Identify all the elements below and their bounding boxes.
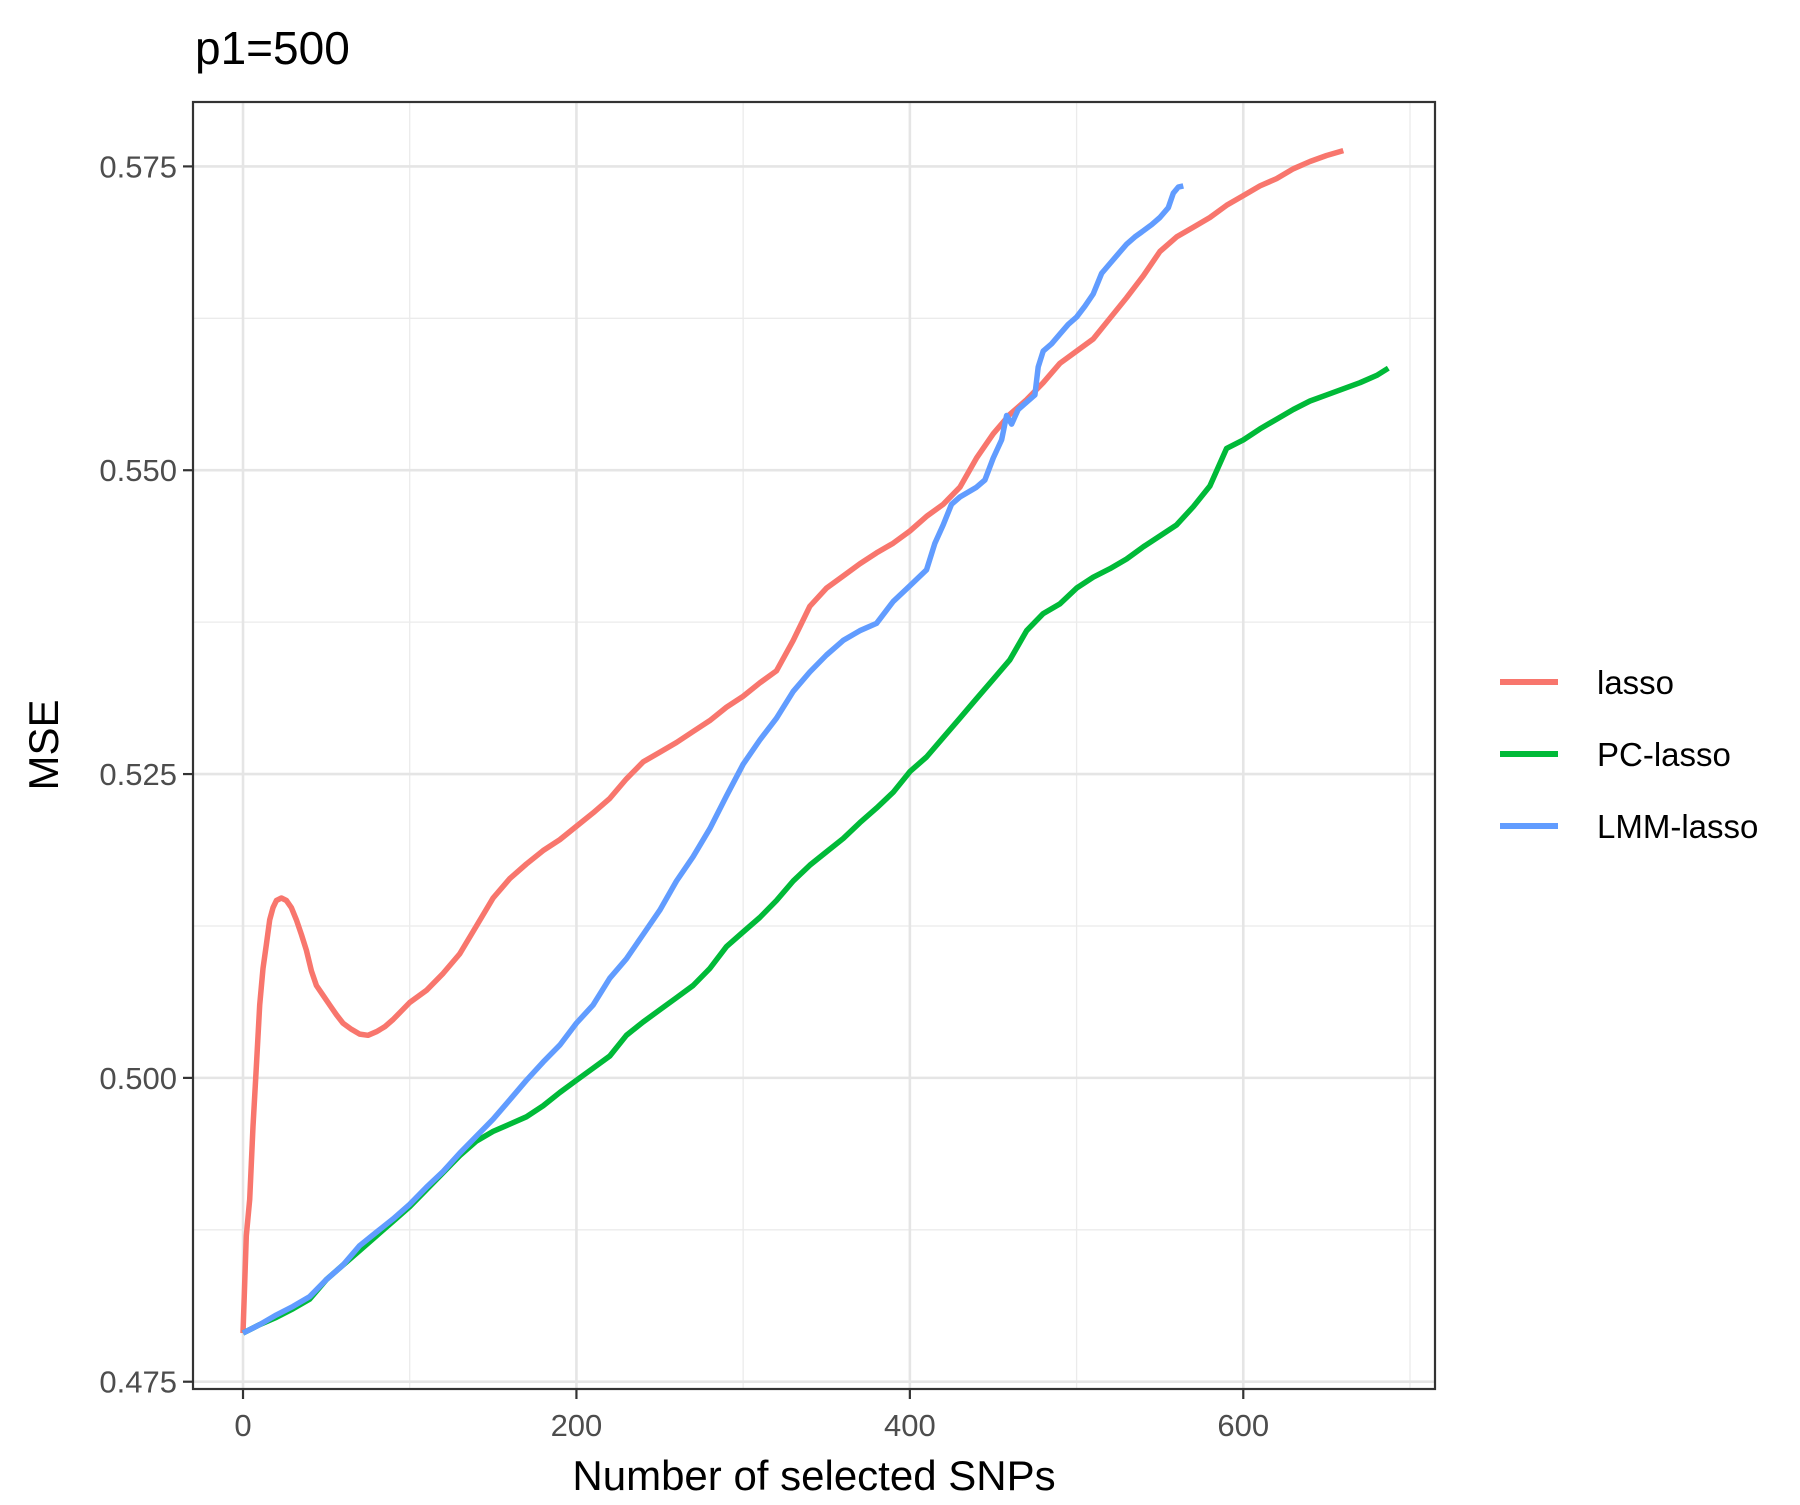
y-tick-label: 0.475 xyxy=(99,1365,177,1400)
chart-title: p1=500 xyxy=(195,22,350,74)
y-tick-label: 0.500 xyxy=(99,1061,177,1096)
x-tick-label: 200 xyxy=(551,1408,603,1443)
y-tick-label: 0.550 xyxy=(99,453,177,488)
series-line-lmm-lasso xyxy=(241,183,1184,1336)
legend-label-lasso: lasso xyxy=(1597,664,1674,701)
x-axis-title: Number of selected SNPs xyxy=(572,1452,1055,1499)
panel-border xyxy=(191,100,1437,1391)
axes: 0 200 400 600 0.475 0.500 0.525 0.550 0.575 xyxy=(99,149,1269,1443)
x-tick-label: 400 xyxy=(884,1408,936,1443)
x-tick-label: 0 xyxy=(234,1408,251,1443)
x-tick-label: 600 xyxy=(1217,1408,1269,1443)
legend: lasso PC-lasso LMM-lasso xyxy=(1500,664,1758,845)
grid xyxy=(193,102,1435,1389)
series-line-lasso xyxy=(240,147,1345,1334)
y-tick-label: 0.575 xyxy=(99,149,177,184)
y-tick-label: 0.525 xyxy=(99,757,177,792)
legend-label-lmm-lasso: LMM-lasso xyxy=(1597,808,1758,845)
legend-label-pc-lasso: PC-lasso xyxy=(1597,736,1731,773)
y-axis-title: MSE xyxy=(20,699,67,790)
series-layer xyxy=(240,147,1390,1336)
